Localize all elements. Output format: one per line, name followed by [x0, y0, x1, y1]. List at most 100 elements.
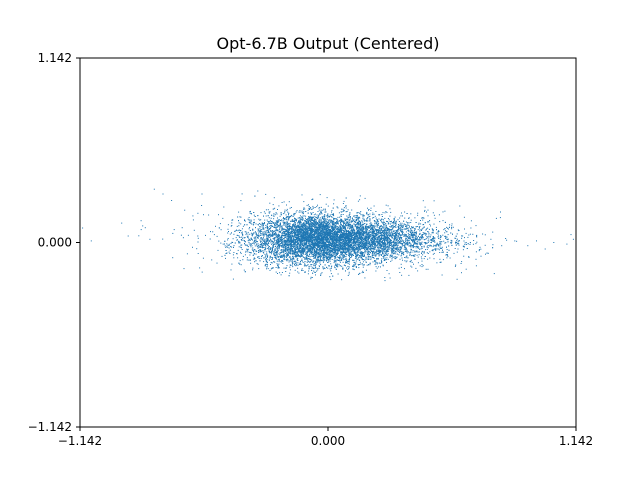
data-point	[416, 244, 418, 246]
data-point	[361, 220, 363, 222]
data-point	[434, 248, 436, 250]
data-point	[271, 256, 273, 258]
data-point	[374, 244, 376, 246]
data-point	[426, 238, 428, 240]
data-point	[303, 215, 305, 217]
data-point	[343, 239, 345, 241]
data-point	[339, 239, 341, 241]
data-point	[294, 241, 296, 243]
data-point	[282, 244, 284, 246]
data-point	[329, 223, 331, 225]
data-point	[334, 238, 336, 240]
data-point	[238, 235, 240, 237]
data-point	[294, 218, 296, 220]
data-point	[410, 259, 412, 261]
data-point	[233, 233, 235, 235]
data-point	[363, 232, 365, 234]
data-point	[308, 251, 310, 253]
data-point	[293, 241, 295, 243]
data-point	[325, 235, 327, 237]
data-point	[266, 263, 268, 265]
data-point	[384, 212, 386, 214]
data-point	[283, 256, 285, 257]
data-point	[314, 251, 316, 253]
data-point	[244, 241, 246, 243]
data-point	[324, 236, 326, 238]
data-point	[323, 234, 325, 236]
data-point	[346, 221, 348, 223]
data-point	[284, 259, 286, 261]
data-point	[416, 243, 418, 245]
data-point	[304, 257, 306, 259]
data-point	[292, 264, 293, 266]
data-point	[367, 236, 369, 238]
data-point	[245, 250, 247, 252]
data-point	[288, 250, 290, 252]
data-point	[244, 244, 246, 246]
data-point	[292, 256, 294, 258]
data-point	[311, 199, 313, 201]
data-point	[400, 238, 402, 240]
data-point	[244, 220, 246, 222]
data-point	[270, 217, 272, 219]
data-point	[408, 222, 410, 224]
data-point	[289, 264, 291, 266]
data-point	[295, 250, 297, 252]
data-point	[417, 262, 419, 264]
data-point	[383, 230, 385, 232]
data-point	[274, 248, 276, 250]
data-point	[301, 232, 303, 234]
data-point	[289, 228, 291, 230]
data-point	[287, 231, 289, 233]
data-point	[378, 232, 380, 234]
data-point	[299, 233, 300, 235]
data-point	[296, 218, 298, 220]
data-point	[286, 258, 288, 260]
data-point	[414, 250, 416, 252]
data-point	[366, 243, 368, 245]
data-point	[398, 233, 400, 235]
data-point	[270, 252, 272, 254]
data-point	[392, 231, 394, 233]
data-point	[313, 225, 315, 227]
data-point	[407, 224, 409, 226]
data-point	[265, 224, 267, 226]
data-point	[369, 219, 371, 221]
data-point	[367, 255, 369, 257]
data-point	[423, 245, 425, 247]
data-point	[242, 235, 244, 237]
data-point	[305, 217, 306, 219]
data-point	[281, 244, 283, 246]
data-point	[259, 246, 260, 248]
data-point	[361, 233, 363, 235]
data-point	[436, 244, 438, 246]
data-point	[310, 250, 312, 252]
data-point	[280, 274, 282, 276]
data-point	[395, 251, 397, 253]
data-point	[356, 255, 358, 257]
data-point	[386, 230, 387, 232]
data-point	[313, 255, 314, 257]
data-point	[373, 257, 374, 258]
data-point	[390, 236, 392, 238]
data-point	[333, 221, 335, 223]
data-point	[320, 244, 322, 246]
data-point	[318, 251, 320, 253]
data-point	[410, 248, 412, 250]
data-point	[310, 212, 312, 214]
data-point	[322, 254, 324, 256]
data-point	[272, 235, 274, 237]
data-point	[373, 248, 375, 250]
data-point	[284, 255, 286, 257]
data-point	[305, 231, 307, 233]
data-point	[321, 255, 323, 257]
data-point	[384, 224, 386, 226]
data-point	[395, 220, 397, 222]
data-point	[380, 246, 382, 248]
data-point	[348, 219, 350, 221]
data-point	[408, 217, 410, 219]
data-point	[338, 231, 340, 232]
data-point	[318, 247, 320, 249]
data-point	[389, 231, 391, 233]
data-point	[359, 234, 361, 236]
